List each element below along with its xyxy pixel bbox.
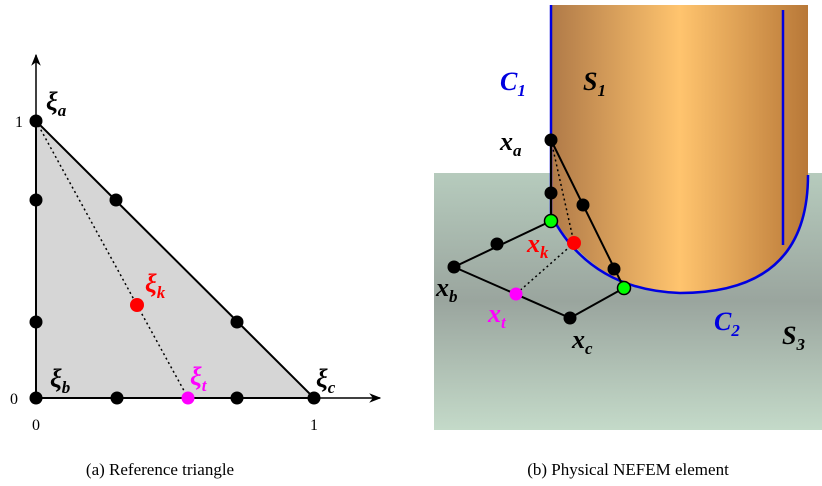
node (491, 238, 504, 251)
node (608, 263, 621, 276)
symbol: C (500, 67, 518, 96)
math-label: xa (499, 127, 522, 160)
subscript: 1 (597, 81, 606, 100)
boundary-node (545, 215, 558, 228)
symbol: S (782, 321, 796, 350)
node (30, 194, 43, 207)
subscript: a (58, 101, 67, 120)
subscript: k (157, 283, 166, 302)
point-k (567, 236, 581, 250)
subscript: a (513, 141, 522, 160)
math-label: ξa (46, 87, 67, 120)
node (545, 134, 558, 147)
node (30, 115, 43, 128)
caption: (b) Physical NEFEM element (527, 460, 729, 479)
symbol: ξ (190, 362, 202, 391)
subscript: b (62, 378, 71, 397)
physical-element: (b) Physical NEFEM element (434, 5, 822, 479)
subscript: k (540, 243, 549, 262)
symbol: x (487, 299, 501, 328)
symbol: ξ (46, 87, 58, 116)
caption: (a) Reference triangle (86, 460, 234, 479)
symbol: S (583, 67, 597, 96)
node (545, 187, 558, 200)
point-k (130, 298, 144, 312)
node (110, 194, 123, 207)
symbol: x (571, 325, 585, 354)
symbol: x (435, 273, 449, 302)
node (448, 261, 461, 274)
point-t (182, 392, 195, 405)
point-t (510, 288, 523, 301)
tick-label: 0 (10, 391, 18, 408)
triangle (36, 121, 314, 398)
node (30, 316, 43, 329)
node (308, 392, 321, 405)
node (111, 392, 124, 405)
node (231, 316, 244, 329)
math-label: C1 (500, 67, 526, 100)
domain-s1 (551, 5, 808, 293)
subscript: b (449, 287, 458, 306)
subscript: 3 (795, 335, 805, 354)
node (231, 392, 244, 405)
boundary-node (618, 282, 631, 295)
tick-label: 1 (15, 114, 23, 131)
symbol: ξ (50, 364, 62, 393)
subscript: 1 (517, 81, 526, 100)
symbol: x (526, 229, 540, 258)
tick-label: 1 (310, 417, 318, 434)
node (30, 392, 43, 405)
node (577, 199, 590, 212)
node (564, 312, 577, 325)
math-label: ξc (316, 364, 336, 397)
figure: 1 0 0 1 (a) Reference triangle (b) Physi… (0, 0, 822, 486)
subscript: 2 (730, 321, 740, 340)
symbol: ξ (316, 364, 328, 393)
tick-label: 0 (32, 417, 40, 434)
symbol: C (714, 307, 732, 336)
symbol: x (499, 127, 513, 156)
subscript: c (328, 378, 336, 397)
symbol: ξ (145, 269, 157, 298)
subscript: c (585, 339, 593, 358)
